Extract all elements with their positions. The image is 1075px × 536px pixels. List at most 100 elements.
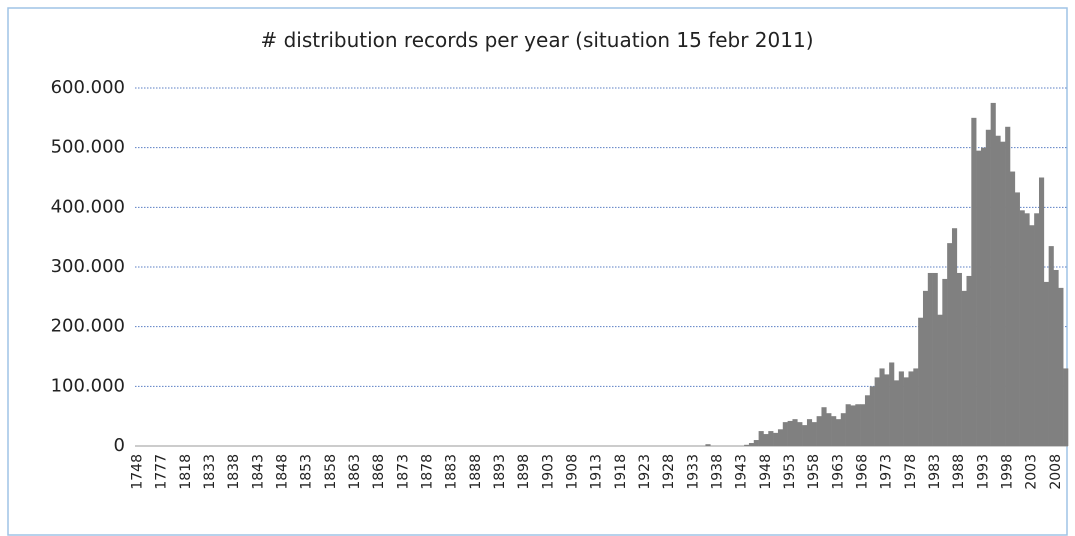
bar (1063, 368, 1069, 446)
bar (1038, 177, 1045, 446)
x-tick-label: 1843 (250, 454, 266, 490)
x-tick-label: 1883 (444, 454, 460, 490)
x-tick-label: 1973 (879, 454, 895, 490)
bar (966, 275, 972, 446)
bar (1053, 269, 1059, 446)
x-tick-label: 1983 (927, 454, 943, 490)
bar (937, 314, 943, 446)
bar (845, 404, 851, 446)
bar (782, 422, 788, 446)
y-tick-label: 500.000 (51, 137, 125, 158)
bar (705, 444, 711, 446)
x-tick-label: 1893 (492, 454, 508, 490)
bar (889, 362, 895, 446)
bar (874, 377, 880, 446)
x-tick-label: 1858 (323, 454, 339, 490)
bar (903, 377, 909, 446)
bar (816, 416, 822, 446)
bar (976, 150, 982, 446)
bar (787, 420, 793, 446)
bar (855, 404, 861, 446)
bar (811, 422, 817, 446)
x-tick-label: 2003 (1024, 454, 1040, 490)
x-tick-label: 1928 (661, 454, 677, 490)
bar (835, 419, 842, 446)
bar (869, 386, 875, 446)
bar (908, 371, 914, 446)
bar (821, 407, 827, 446)
bar (763, 434, 769, 446)
bar (748, 443, 755, 446)
bar (932, 272, 938, 446)
x-tick-label: 1978 (903, 454, 919, 490)
x-tick-label: 1863 (347, 454, 363, 490)
bar (898, 371, 904, 446)
x-tick-label: 1833 (202, 454, 218, 490)
x-tick-label: 1748 (129, 454, 145, 490)
bar (792, 419, 798, 446)
bar (995, 135, 1001, 446)
x-tick-label: 1913 (589, 454, 605, 490)
bar (1019, 210, 1025, 446)
x-tick-label: 1993 (975, 454, 991, 490)
x-tick-label: 1848 (274, 454, 290, 490)
y-tick-label: 600.000 (51, 77, 125, 98)
x-tick-label: 1777 (154, 454, 170, 490)
bar (802, 425, 808, 446)
bar (1048, 246, 1054, 446)
y-tick-label: 0 (114, 435, 125, 456)
bar (971, 117, 977, 446)
x-tick-label: 1898 (516, 454, 532, 490)
bar (913, 368, 919, 446)
bar (1009, 171, 1016, 447)
bar (860, 404, 866, 446)
x-tick-label: 1953 (782, 454, 798, 490)
bar (1034, 213, 1040, 446)
x-tick-label: 1998 (1000, 454, 1016, 490)
bar (1014, 192, 1020, 446)
y-tick-label: 300.000 (51, 256, 125, 277)
bar (744, 444, 750, 446)
bar (942, 278, 948, 446)
bar (879, 368, 885, 446)
bar (777, 429, 784, 446)
x-tick-label: 1963 (830, 454, 846, 490)
x-tick-label: 1878 (419, 454, 435, 490)
x-tick-label: 1923 (637, 454, 653, 490)
bar (947, 243, 953, 446)
bar (884, 374, 890, 446)
x-tick-label: 1958 (806, 454, 822, 490)
bar (922, 290, 929, 446)
x-tick-label: 1818 (178, 454, 194, 490)
bar (864, 395, 871, 446)
bar (980, 147, 987, 446)
bar (840, 413, 846, 446)
bar (768, 431, 774, 446)
y-tick-label: 100.000 (51, 375, 125, 396)
bar (753, 440, 759, 446)
x-tick-label: 1933 (685, 454, 701, 490)
bar (1024, 213, 1030, 446)
frame (7, 7, 1068, 536)
x-tick-label: 1988 (951, 454, 967, 490)
bar (758, 431, 764, 446)
bar (1043, 281, 1049, 446)
x-tick-label: 1908 (564, 454, 580, 490)
x-tick-label: 2008 (1048, 454, 1064, 490)
x-tick-label: 1943 (734, 454, 750, 490)
bar (927, 272, 933, 446)
bar (893, 380, 900, 446)
bar (1058, 287, 1064, 446)
bar (1000, 141, 1006, 446)
bar (831, 416, 837, 446)
bar (797, 422, 803, 446)
bar (850, 405, 856, 446)
bar (918, 317, 924, 446)
x-tick-label: 1903 (540, 454, 556, 490)
bar (1029, 225, 1035, 446)
x-tick-label: 1868 (371, 454, 387, 490)
bar (826, 413, 832, 446)
bar (773, 432, 779, 446)
bar (961, 290, 967, 446)
